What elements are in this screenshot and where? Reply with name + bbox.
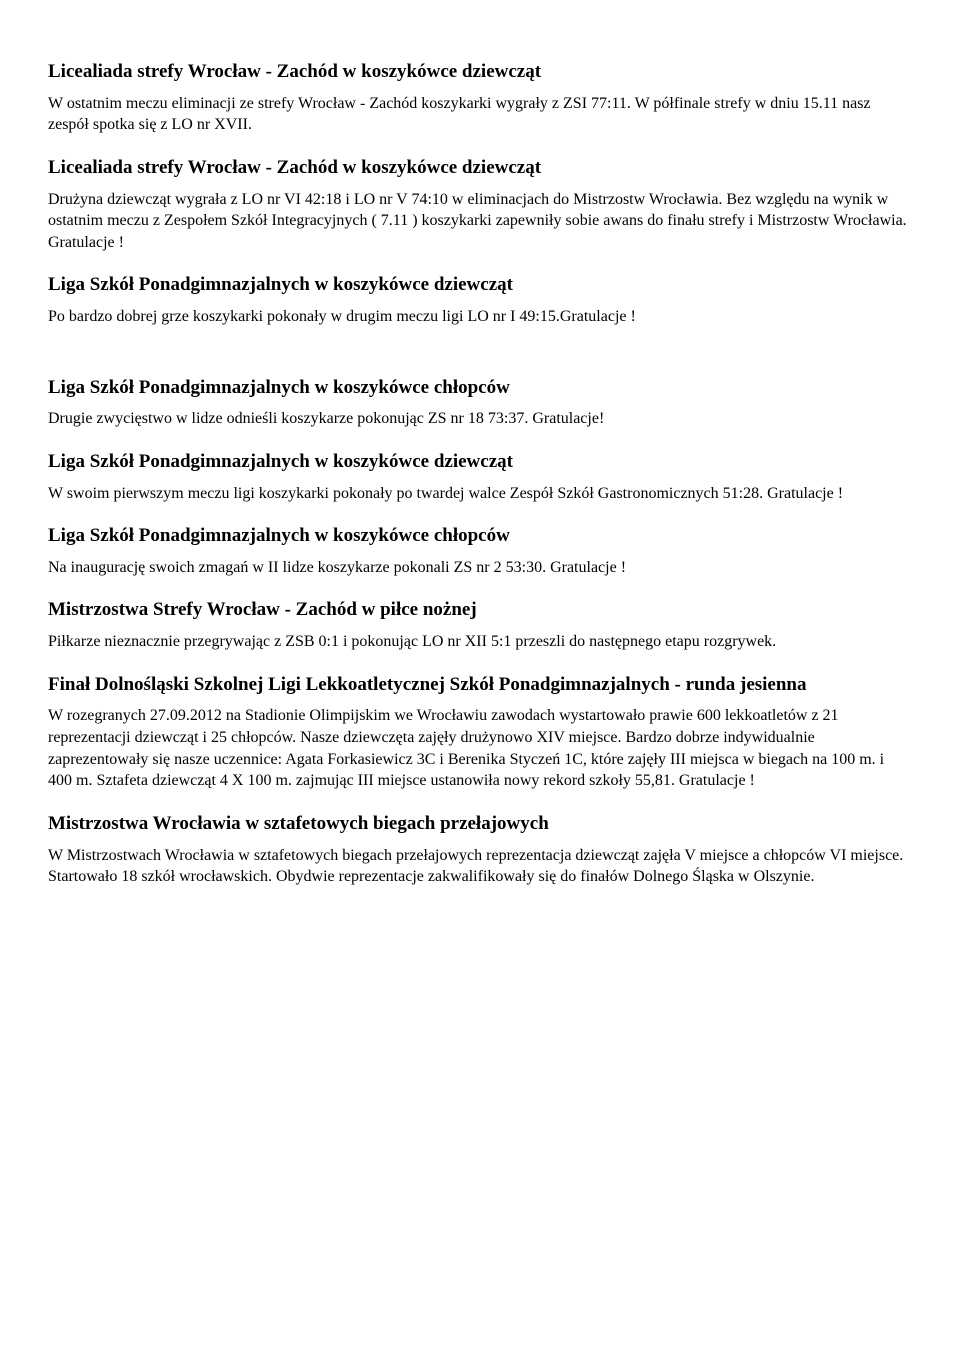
section-heading: Liga Szkół Ponadgimnazjalnych w koszyków… <box>48 273 912 298</box>
section-heading: Liga Szkół Ponadgimnazjalnych w koszyków… <box>48 376 912 401</box>
news-section: Liga Szkół Ponadgimnazjalnych w koszyków… <box>48 376 912 430</box>
section-heading: Mistrzostwa Strefy Wrocław - Zachód w pi… <box>48 598 912 623</box>
news-section: Mistrzostwa Wrocławia w sztafetowych bie… <box>48 812 912 888</box>
section-body: W ostatnim meczu eliminacji ze strefy Wr… <box>48 93 912 136</box>
news-section: Liga Szkół Ponadgimnazjalnych w koszyków… <box>48 524 912 578</box>
section-heading: Finał Dolnośląski Szkolnej Ligi Lekkoatl… <box>48 673 912 698</box>
news-section: Liga Szkół Ponadgimnazjalnych w koszyków… <box>48 450 912 504</box>
section-body: W rozegranych 27.09.2012 na Stadionie Ol… <box>48 705 912 791</box>
section-body: W Mistrzostwach Wrocławia w sztafetowych… <box>48 845 912 888</box>
section-heading: Liga Szkół Ponadgimnazjalnych w koszyków… <box>48 524 912 549</box>
section-body: Piłkarze nieznacznie przegrywając z ZSB … <box>48 631 912 653</box>
section-heading: Liga Szkół Ponadgimnazjalnych w koszyków… <box>48 450 912 475</box>
spacer <box>48 342 912 356</box>
news-section: Mistrzostwa Strefy Wrocław - Zachód w pi… <box>48 598 912 652</box>
section-body: Drużyna dziewcząt wygrała z LO nr VI 42:… <box>48 189 912 254</box>
news-section: Licealiada strefy Wrocław - Zachód w kos… <box>48 60 912 136</box>
section-body: Po bardzo dobrej grze koszykarki pokonał… <box>48 306 912 328</box>
section-body: Na inaugurację swoich zmagań w II lidze … <box>48 557 912 579</box>
section-heading: Licealiada strefy Wrocław - Zachód w kos… <box>48 156 912 181</box>
news-section: Liga Szkół Ponadgimnazjalnych w koszyków… <box>48 273 912 327</box>
section-body: Drugie zwycięstwo w lidze odnieśli koszy… <box>48 408 912 430</box>
section-heading: Mistrzostwa Wrocławia w sztafetowych bie… <box>48 812 912 837</box>
news-section: Licealiada strefy Wrocław - Zachód w kos… <box>48 156 912 253</box>
section-heading: Licealiada strefy Wrocław - Zachód w kos… <box>48 60 912 85</box>
news-section: Finał Dolnośląski Szkolnej Ligi Lekkoatl… <box>48 673 912 792</box>
section-body: W swoim pierwszym meczu ligi koszykarki … <box>48 483 912 505</box>
